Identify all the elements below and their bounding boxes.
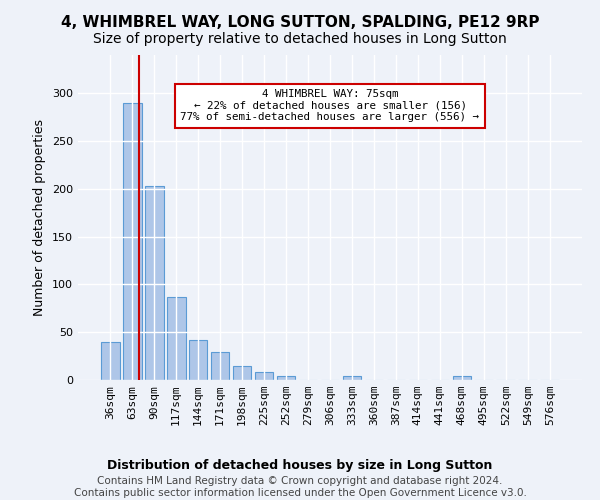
Text: 4 WHIMBREL WAY: 75sqm
← 22% of detached houses are smaller (156)
77% of semi-det: 4 WHIMBREL WAY: 75sqm ← 22% of detached … [181, 89, 479, 122]
Bar [145, 186, 164, 380]
Y-axis label: Number of detached properties: Number of detached properties [34, 119, 46, 316]
Bar [233, 366, 251, 380]
Bar [123, 103, 142, 380]
Bar [277, 376, 295, 380]
Bar [343, 376, 361, 380]
Text: Contains HM Land Registry data © Crown copyright and database right 2024.
Contai: Contains HM Land Registry data © Crown c… [74, 476, 526, 498]
Text: Size of property relative to detached houses in Long Sutton: Size of property relative to detached ho… [93, 32, 507, 46]
Bar [189, 340, 208, 380]
Text: 4, WHIMBREL WAY, LONG SUTTON, SPALDING, PE12 9RP: 4, WHIMBREL WAY, LONG SUTTON, SPALDING, … [61, 15, 539, 30]
Bar [167, 297, 185, 380]
Text: Distribution of detached houses by size in Long Sutton: Distribution of detached houses by size … [107, 460, 493, 472]
Bar [452, 376, 471, 380]
Bar [101, 342, 119, 380]
Bar [211, 352, 229, 380]
Bar [255, 372, 274, 380]
